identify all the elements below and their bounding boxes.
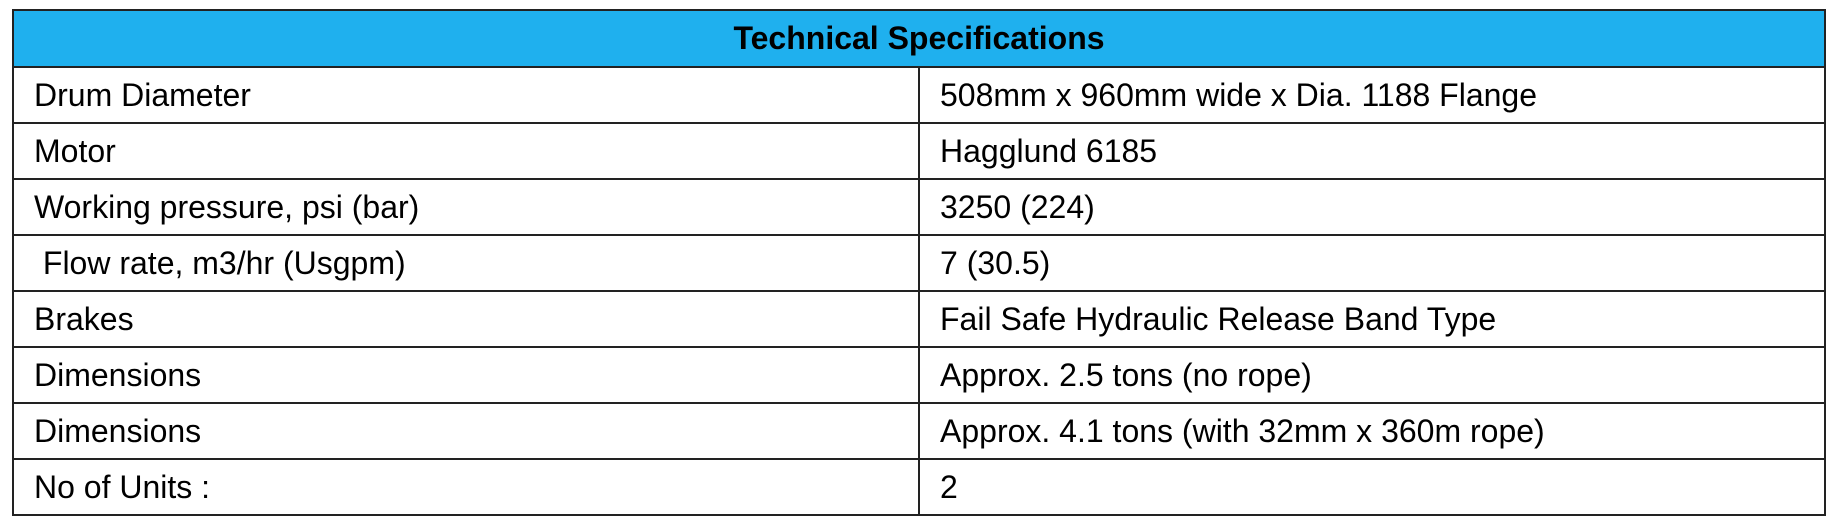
spec-row: Brakes Fail Safe Hydraulic Release Band T… [12,290,1826,348]
spec-value: 2 [918,458,1826,516]
spec-row: Dimensions Approx. 4.1 tons (with 32mm x … [12,402,1826,460]
spec-row: No of Units :2 [12,458,1826,516]
spec-value: 508mm x 960mm wide x Dia. 1188 Flange [918,66,1826,124]
table-title: Technical Specifications [12,9,1826,68]
spec-row: Flow rate, m3/hr (Usgpm) 7 (30.5) [12,234,1826,292]
spec-label: Motor [12,122,920,180]
spec-table: Technical Specifications Drum Diameter 50… [12,9,1826,516]
spec-label: Flow rate, m3/hr (Usgpm) [12,234,920,292]
header-row: Technical Specifications [12,9,1826,68]
spec-value: Hagglund 6185 [918,122,1826,180]
spec-label: Working pressure, psi (bar) [12,178,920,236]
spec-value: Fail Safe Hydraulic Release Band Type [918,290,1826,348]
spec-row: Dimensions Approx. 2.5 tons (no rope) [12,346,1826,404]
spec-value: Approx. 2.5 tons (no rope) [918,346,1826,404]
spec-row: Drum Diameter 508mm x 960mm wide x Dia. 1… [12,66,1826,124]
spec-value: 3250 (224) [918,178,1826,236]
spec-row: Working pressure, psi (bar) 3250 (224) [12,178,1826,236]
spec-label: No of Units : [12,458,920,516]
spec-label: Drum Diameter [12,66,920,124]
spec-row: Motor Hagglund 6185 [12,122,1826,180]
spec-label: Dimensions [12,402,920,460]
spec-label: Brakes [12,290,920,348]
spec-value: 7 (30.5) [918,234,1826,292]
spec-value: Approx. 4.1 tons (with 32mm x 360m rope) [918,402,1826,460]
spec-label: Dimensions [12,346,920,404]
